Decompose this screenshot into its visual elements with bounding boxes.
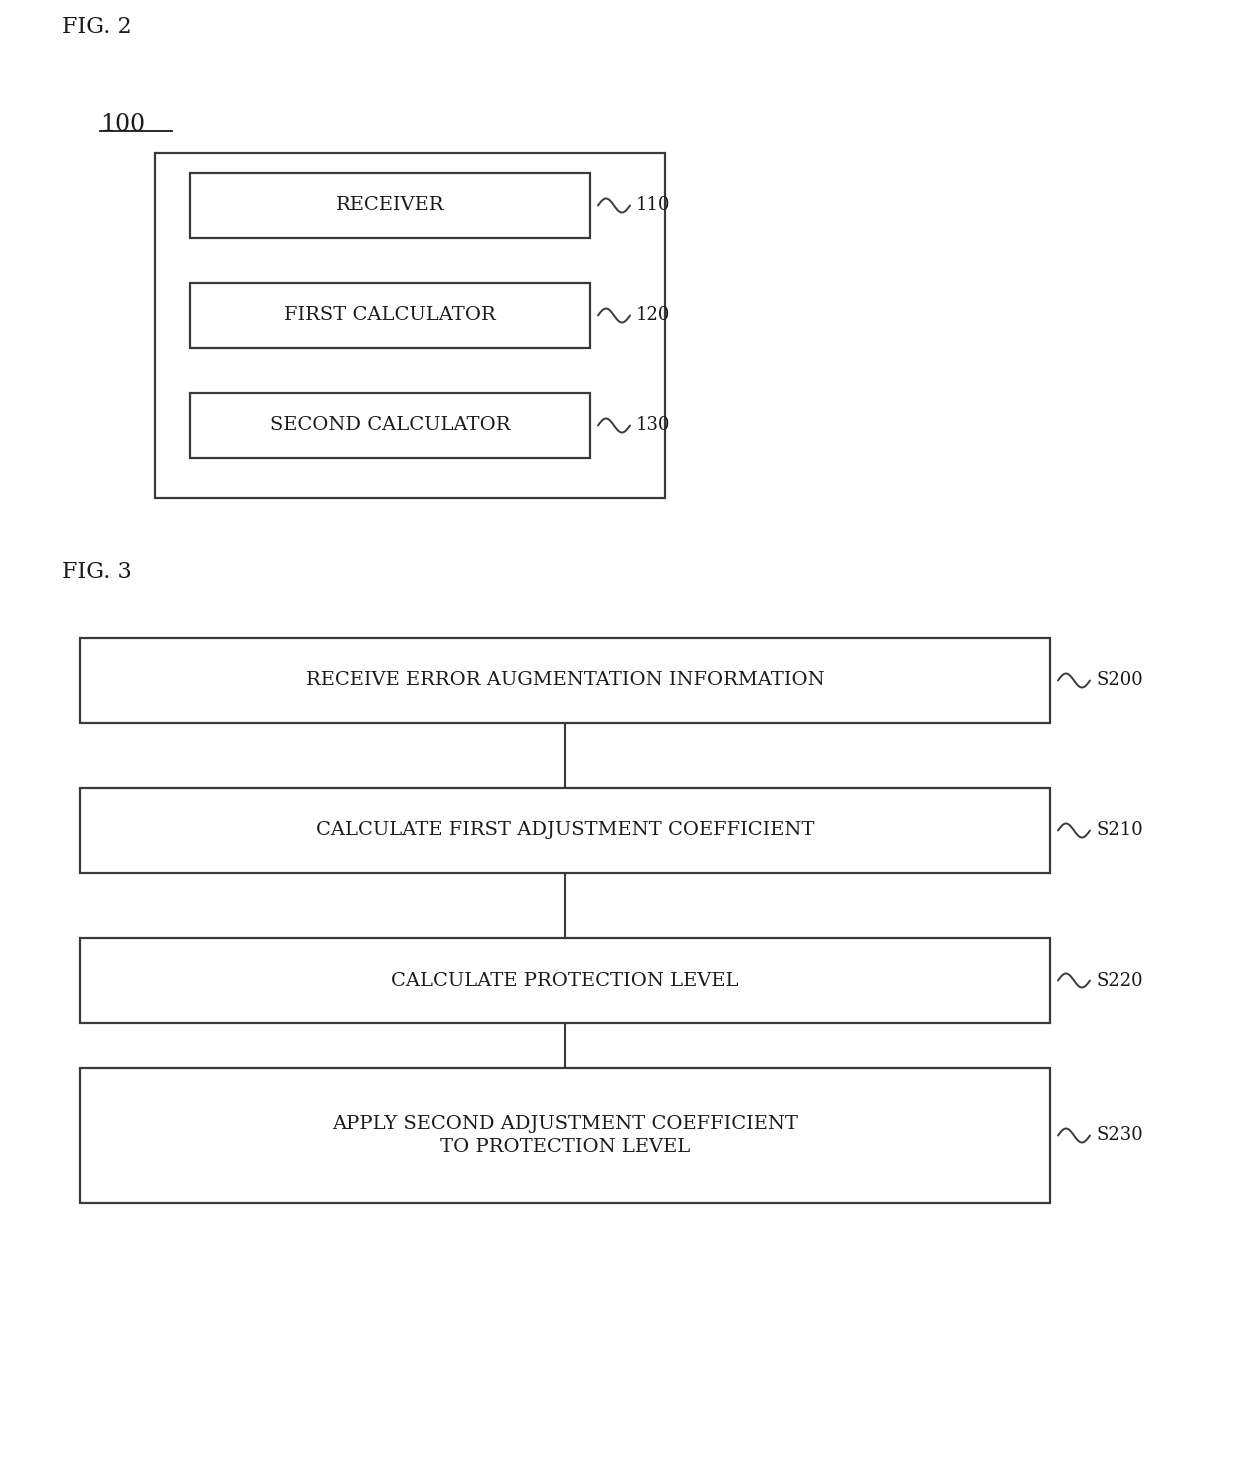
Text: S220: S220 xyxy=(1096,972,1142,989)
Text: 130: 130 xyxy=(636,417,671,435)
FancyBboxPatch shape xyxy=(81,938,1050,1023)
FancyBboxPatch shape xyxy=(81,788,1050,873)
FancyBboxPatch shape xyxy=(190,173,590,238)
FancyBboxPatch shape xyxy=(81,1069,1050,1202)
FancyBboxPatch shape xyxy=(81,639,1050,724)
FancyBboxPatch shape xyxy=(190,393,590,458)
Text: APPLY SECOND ADJUSTMENT COEFFICIENT
TO PROTECTION LEVEL: APPLY SECOND ADJUSTMENT COEFFICIENT TO P… xyxy=(332,1114,799,1157)
Text: FIG. 2: FIG. 2 xyxy=(62,16,131,38)
Text: FIRST CALCULATOR: FIRST CALCULATOR xyxy=(284,307,496,324)
Text: S230: S230 xyxy=(1096,1126,1143,1145)
Text: FIG. 3: FIG. 3 xyxy=(62,561,131,583)
Text: RECEIVER: RECEIVER xyxy=(336,197,444,214)
Text: 120: 120 xyxy=(636,307,671,324)
Text: CALCULATE FIRST ADJUSTMENT COEFFICIENT: CALCULATE FIRST ADJUSTMENT COEFFICIENT xyxy=(316,822,815,840)
Text: 100: 100 xyxy=(100,113,145,137)
Text: RECEIVE ERROR AUGMENTATION INFORMATION: RECEIVE ERROR AUGMENTATION INFORMATION xyxy=(306,671,825,690)
Text: S210: S210 xyxy=(1096,822,1143,840)
FancyBboxPatch shape xyxy=(190,283,590,348)
Text: CALCULATE PROTECTION LEVEL: CALCULATE PROTECTION LEVEL xyxy=(392,972,739,989)
FancyBboxPatch shape xyxy=(155,153,665,498)
Text: SECOND CALCULATOR: SECOND CALCULATOR xyxy=(270,417,510,435)
Text: 110: 110 xyxy=(636,197,671,214)
Text: S200: S200 xyxy=(1096,671,1143,690)
